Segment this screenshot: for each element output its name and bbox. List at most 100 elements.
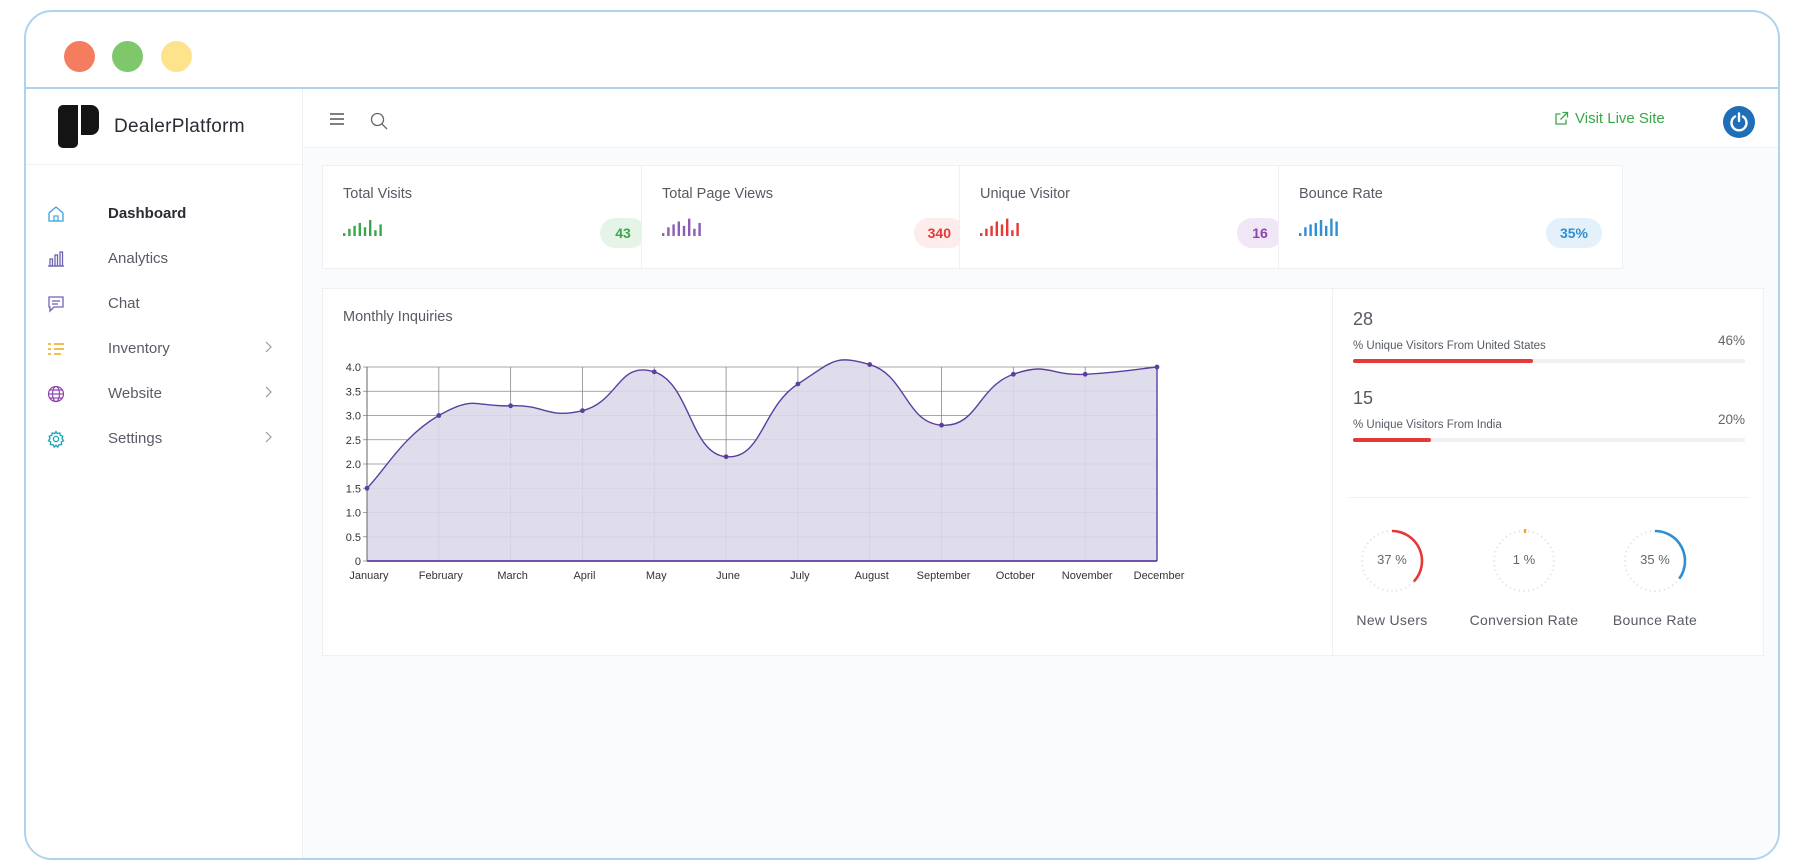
sidebar-item-label: Inventory <box>108 340 170 357</box>
data-point[interactable] <box>1011 372 1016 377</box>
data-point[interactable] <box>436 413 441 418</box>
sparkline-icon <box>1299 218 1343 236</box>
progress-track <box>1353 438 1745 442</box>
power-button[interactable] <box>1723 106 1755 138</box>
minimize-window-button[interactable] <box>161 41 192 72</box>
maximize-window-button[interactable] <box>112 41 143 72</box>
sidebar-item-label: Website <box>108 385 162 402</box>
sparkline-bar <box>1320 220 1322 236</box>
sparkline-bar <box>1335 222 1337 237</box>
stat-value-badge: 16 <box>1237 218 1283 248</box>
x-tick-label: June <box>716 570 740 582</box>
stat-value-badge: 35% <box>1546 218 1602 248</box>
sparkline-bar <box>1299 233 1301 236</box>
sparkline-bar <box>1001 224 1003 236</box>
visitor-label: % Unique Visitors From United States <box>1353 340 1745 352</box>
data-point[interactable] <box>796 382 801 387</box>
chat-icon <box>46 294 66 314</box>
home-icon <box>46 204 66 224</box>
sidebar-item-inventory[interactable]: Inventory <box>26 326 302 371</box>
gauge-conversion-rate: 1 %Conversion Rate <box>1464 519 1584 628</box>
sidebar-item-website[interactable]: Website <box>26 371 302 416</box>
chevron-right-icon <box>264 386 272 401</box>
sidebar-item-dashboard[interactable]: Dashboard <box>26 191 302 236</box>
data-point[interactable] <box>580 408 585 413</box>
search-icon[interactable] <box>370 112 388 135</box>
brand[interactable]: DealerPlatform <box>26 89 302 165</box>
sparkline-bar <box>672 224 674 236</box>
sidebar-item-analytics[interactable]: Analytics <box>26 236 302 281</box>
stat-value-badge: 340 <box>914 218 965 248</box>
x-tick-label: March <box>497 570 528 582</box>
gauge-value: 1 % <box>1464 552 1584 567</box>
sidebar-item-chat[interactable]: Chat <box>26 281 302 326</box>
sparkline-bar <box>369 220 371 236</box>
power-icon <box>1728 111 1750 133</box>
sparkline-bar <box>343 233 345 236</box>
sparkline-bar <box>662 233 664 236</box>
sparkline-bar <box>996 222 998 237</box>
sparkline-bar <box>990 226 992 236</box>
topbar: Visit Live Site <box>303 89 1780 148</box>
sparkline-bar <box>688 219 690 236</box>
stat-value-badge: 43 <box>600 218 646 248</box>
sparkline-bar <box>1315 223 1317 236</box>
gauge-value: 37 % <box>1332 552 1452 567</box>
sparkline-bar <box>1325 226 1327 236</box>
gear-icon <box>46 429 66 449</box>
data-point[interactable] <box>652 369 657 374</box>
stat-title: Bounce Rate <box>1299 186 1383 202</box>
sparkline-bar <box>683 226 685 236</box>
sparkline-bar <box>980 233 982 236</box>
data-point[interactable] <box>365 486 370 491</box>
stat-title: Total Visits <box>343 186 412 202</box>
gauge-label: New Users <box>1332 612 1452 628</box>
list-icon <box>46 339 66 359</box>
sparkline-icon <box>980 218 1024 236</box>
sparkline-bar <box>1011 230 1013 236</box>
x-tick-label: August <box>855 570 889 582</box>
menu-icon[interactable] <box>329 112 345 131</box>
data-point[interactable] <box>1083 372 1088 377</box>
sidebar-item-label: Settings <box>108 430 162 447</box>
brand-logo-icon <box>58 105 99 148</box>
gauge-bounce-rate: 35 % Bounce Rate <box>1595 519 1715 628</box>
sparkline-bar <box>678 222 680 237</box>
close-window-button[interactable] <box>64 41 95 72</box>
sidebar-item-settings[interactable]: Settings <box>26 416 302 461</box>
data-point[interactable] <box>508 403 513 408</box>
gauge-label: Bounce Rate <box>1595 612 1715 628</box>
external-link-icon <box>1554 111 1569 126</box>
area-fill <box>367 360 1157 561</box>
chevron-right-icon <box>264 341 272 356</box>
data-point[interactable] <box>724 454 729 459</box>
y-tick-label: 3.5 <box>346 386 361 398</box>
data-point[interactable] <box>867 362 872 367</box>
stat-card-total-visits: Total Visits 43 <box>322 165 667 269</box>
sparkline-bar <box>348 229 350 236</box>
sparkline-icon <box>343 218 387 236</box>
sidebar-item-label: Dashboard <box>108 205 186 222</box>
y-tick-label: 1.0 <box>346 508 361 520</box>
sparkline-bar <box>374 230 376 236</box>
data-point[interactable] <box>1155 365 1160 370</box>
x-tick-label: May <box>646 570 667 582</box>
visit-live-site-label: Visit Live Site <box>1575 110 1665 127</box>
visit-live-site-link[interactable]: Visit Live Site <box>1554 110 1665 127</box>
summary-divider <box>1349 497 1749 498</box>
sparkline-bar <box>359 223 361 236</box>
sparkline-icon <box>662 218 706 236</box>
sparkline-bar <box>1304 227 1306 236</box>
visitor-percent: 46% <box>1718 333 1745 348</box>
sparkline-bar <box>379 224 381 236</box>
gauge-value: 35 % <box>1595 552 1715 567</box>
x-tick-label: April <box>573 570 595 582</box>
sparkline-bar <box>364 227 366 236</box>
y-tick-label: 4.0 <box>346 362 361 374</box>
data-point[interactable] <box>939 423 944 428</box>
